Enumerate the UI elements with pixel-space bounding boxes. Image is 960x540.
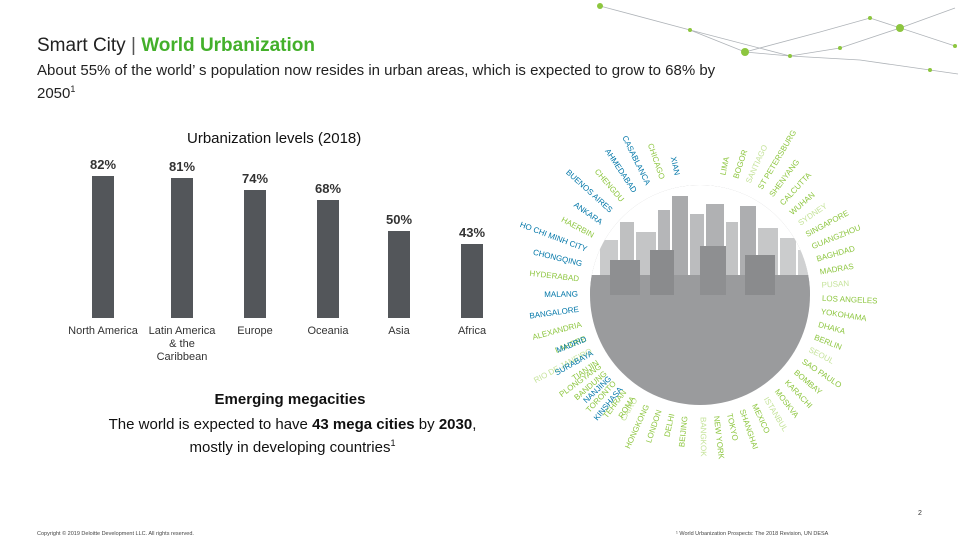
title-separator: | [130,35,136,56]
caption-part-b: by [414,416,439,433]
city-label: DHAKA [817,320,847,336]
category-label: Asia [388,325,410,337]
caption-footnote-mark: 1 [390,438,396,448]
city-label: HYDERABAD [529,269,580,284]
city-label: LIMA [719,155,732,176]
bar-latin-america-the-caribbean [171,177,193,318]
copyright: Copyright © 2019 Deloitte Development LL… [37,531,194,537]
network-decoration [597,3,959,75]
bar-europe [244,189,266,318]
bar-value-label: 43% [458,224,486,240]
subtitle-text-b: ’ s population now resides in urban area… [37,62,716,102]
city-label: CHONGQING [532,248,583,269]
subtitle: About 55% of the world’ s population now… [37,62,727,103]
caption-bold-megacities: 43 mega cities [312,416,415,433]
page-title: Smart City | World Urbanization [37,35,315,57]
city-label: BANGALORE [529,305,580,321]
category-label: Oceania [307,325,349,337]
category-label: North America [68,325,138,337]
title-prefix: Smart City [37,35,126,56]
city-label: YOKOHAMA [820,307,868,323]
caption-bold-year: 2030 [438,416,473,433]
bar-north-america [92,176,114,318]
city-label: BANGKOK [699,417,708,457]
caption-part-c: , mostly in developing countries [189,416,477,456]
bar-asia [388,231,410,318]
subtitle-footnote-mark: 1 [70,84,76,94]
title-accent: World Urbanization [141,35,315,56]
city-label: BEIJING [677,416,689,448]
bar-africa [461,243,483,318]
bar-oceania [317,200,339,318]
city-label: MADRAS [819,262,854,277]
bar-value-label: 74% [241,170,269,186]
city-label: MALANG [544,290,578,299]
city-label: LOS ANGELES [822,294,878,306]
bar-value-label: 68% [314,181,342,197]
chart-title: Urbanization levels (2018) [187,130,362,147]
city-label: NEW YORK [712,415,726,460]
city-label: TOKYO [725,412,740,441]
city-label: XIAN [669,156,682,176]
category-label: Europe [237,325,273,337]
caption-heading: Emerging megacities [214,391,366,408]
bar-value-label: 81% [168,158,196,174]
page-number: 2 [918,510,922,517]
bar-value-label: 82% [89,157,117,172]
city-label: PUSAN [821,279,849,290]
caption-part-a: The world is expected to have [108,416,313,433]
bar-value-label: 50% [385,212,413,228]
city-label: DELHI [663,413,677,438]
category-label: Latin America & the Caribbean [148,325,216,363]
category-label: Africa [457,325,487,337]
caption-text: The world is expected to have 43 mega ci… [100,415,485,457]
subtitle-text-a: About 55% of the world [37,62,193,79]
footnote: ¹ World Urbanization Prospects: The 2018… [676,531,829,537]
